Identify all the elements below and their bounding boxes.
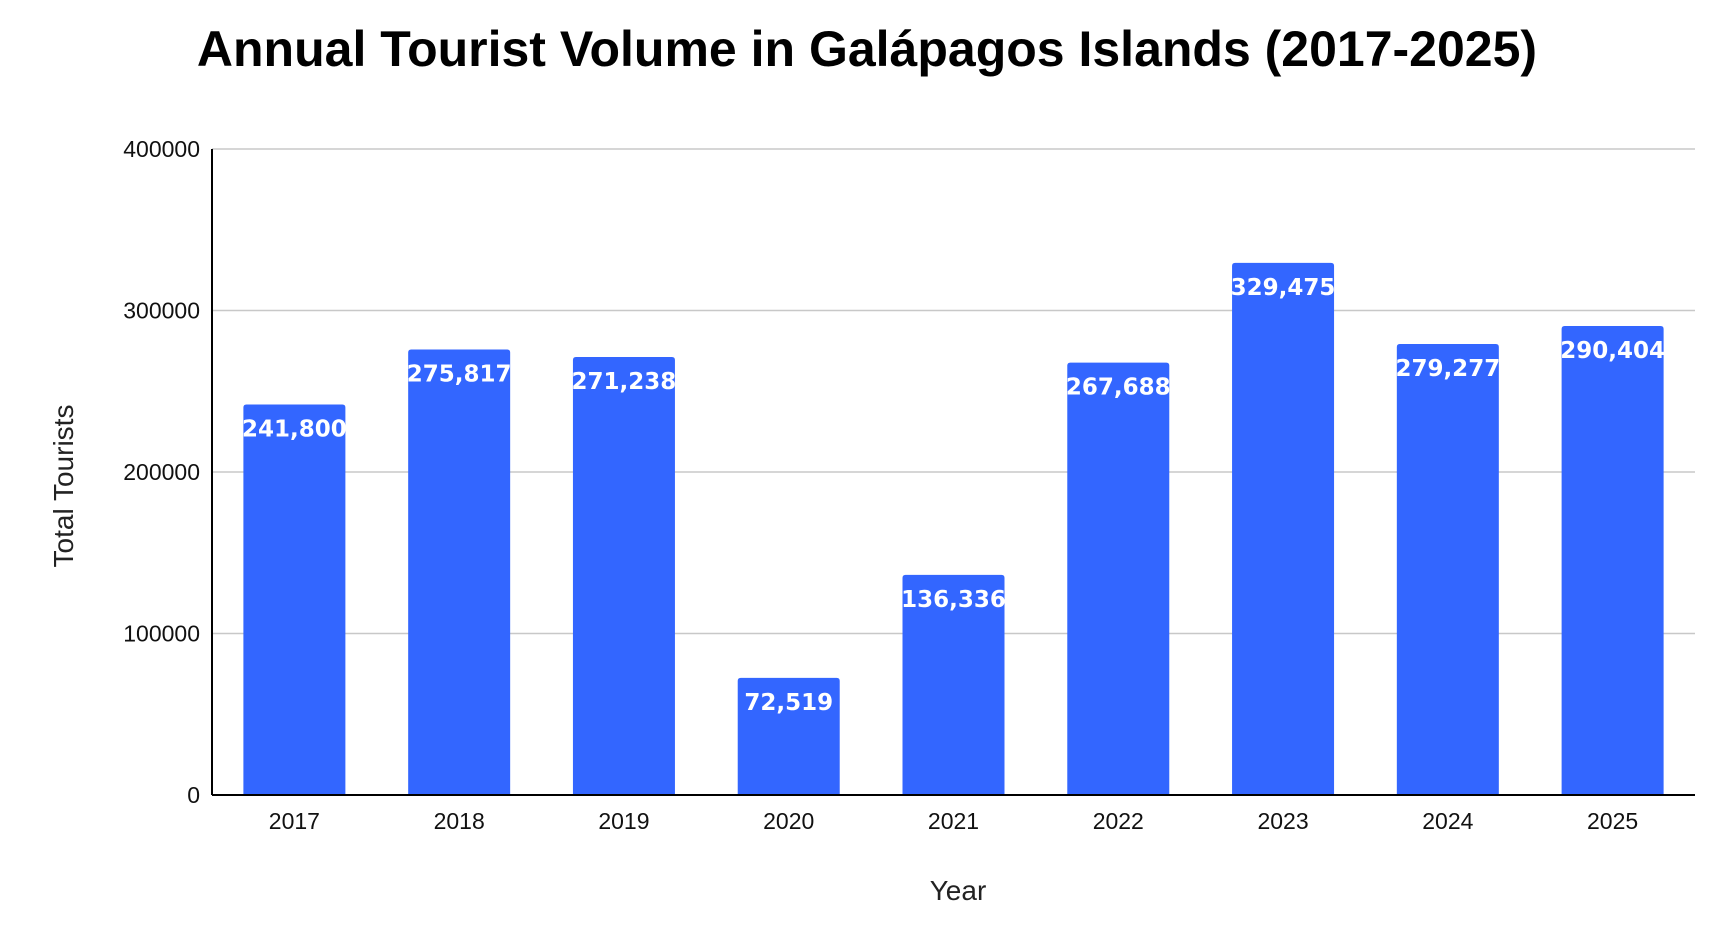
x-tick-label: 2017	[269, 808, 320, 834]
data-label-2019: 271,238	[572, 369, 677, 395]
bar-2017	[243, 404, 346, 795]
x-tick-label: 2024	[1422, 808, 1473, 834]
y-tick-label: 0	[187, 782, 200, 808]
y-tick-label: 400000	[123, 136, 200, 162]
data-label-2023: 329,475	[1231, 275, 1336, 301]
bar-2020	[737, 677, 840, 795]
data-label-2018: 275,817	[407, 362, 512, 388]
bar-2022	[1067, 362, 1170, 795]
x-tick-label: 2018	[434, 808, 485, 834]
bar-2024	[1396, 343, 1499, 795]
y-axis-label: Total Tourists	[48, 405, 79, 568]
y-tick-label: 100000	[123, 621, 200, 647]
data-label-2024: 279,277	[1395, 356, 1500, 382]
y-tick-label: 300000	[123, 298, 200, 324]
x-tick-label: 2022	[1093, 808, 1144, 834]
x-tick-label: 2023	[1257, 808, 1308, 834]
data-label-2025: 290,404	[1560, 338, 1665, 364]
data-label-2020: 72,519	[744, 690, 833, 716]
y-axis-ticks: 0 100000 200000 300000 400000	[123, 136, 200, 808]
data-labels: 241,800 275,817 271,238 72,519 136,336 267,68…	[242, 275, 1665, 716]
bars	[243, 262, 1664, 795]
y-tick-label: 200000	[123, 459, 200, 485]
x-tick-label: 2020	[763, 808, 814, 834]
bar-2021	[902, 574, 1005, 795]
bar-2018	[408, 349, 511, 795]
x-tick-label: 2021	[928, 808, 979, 834]
data-label-2022: 267,688	[1066, 375, 1171, 401]
data-label-2021: 136,336	[901, 587, 1006, 613]
chart-title: Annual Tourist Volume in Galápagos Islan…	[197, 21, 1537, 77]
x-axis-label: Year	[930, 875, 987, 906]
bar-2025	[1561, 325, 1664, 795]
x-tick-label: 2025	[1587, 808, 1638, 834]
bar-2019	[572, 356, 675, 795]
data-label-2017: 241,800	[242, 416, 347, 442]
x-axis-ticks: 2017 2018 2019 2020 2021 2022 2023 2024 2025	[269, 808, 1638, 834]
bar-2023	[1232, 262, 1335, 795]
x-tick-label: 2019	[598, 808, 649, 834]
